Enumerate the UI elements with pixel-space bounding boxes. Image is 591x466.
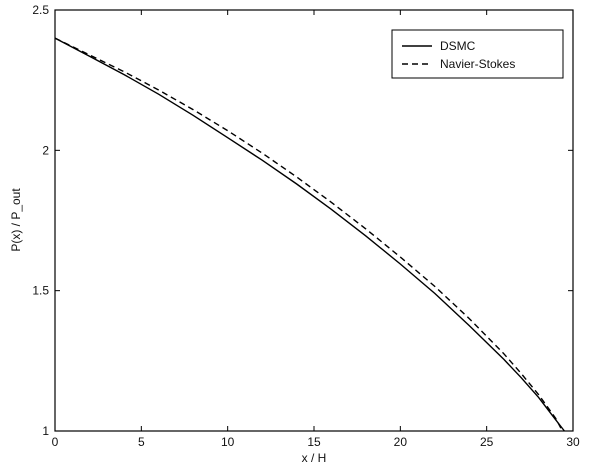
tick-labels: 0 5 10 15 20 25 30 1 1.5 2 2.5	[32, 3, 580, 449]
y-axis-label: P(x) / P_out	[9, 188, 23, 252]
series-line-navier-stokes	[54, 37, 562, 429]
x-tick-label: 25	[480, 435, 494, 449]
y-tick-label: 1.5	[32, 284, 49, 298]
x-tick-label: 5	[138, 435, 145, 449]
legend-box	[391, 29, 564, 79]
x-axis-label: x / H	[302, 451, 327, 465]
legend-label-dsmc: DSMC	[440, 39, 476, 53]
series-line-dsmc	[54, 37, 565, 432]
series-lines	[54, 37, 565, 432]
x-tick-label: 15	[307, 435, 321, 449]
legend: DSMC Navier-Stokes	[391, 29, 564, 79]
axis-ticks	[54, 9, 574, 432]
x-tick-label: 0	[52, 435, 59, 449]
y-tick-label: 2	[42, 143, 49, 157]
x-tick-label: 10	[221, 435, 235, 449]
y-tick-label: 2.5	[32, 3, 49, 17]
y-tick-label: 1	[42, 424, 49, 438]
x-tick-label: 30	[566, 435, 580, 449]
legend-label-navier-stokes: Navier-Stokes	[440, 57, 515, 71]
x-tick-label: 20	[394, 435, 408, 449]
